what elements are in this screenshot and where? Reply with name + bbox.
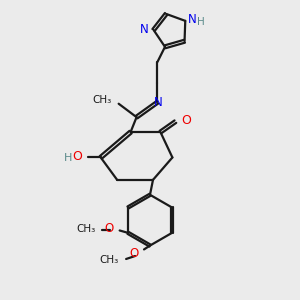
Text: H: H [196,17,204,27]
Text: O: O [72,150,82,163]
Text: N: N [154,96,163,109]
Text: N: N [188,13,197,26]
Text: CH₃: CH₃ [93,95,112,105]
Text: O: O [129,247,139,260]
Text: O: O [104,222,114,235]
Text: N: N [140,23,149,36]
Text: O: O [181,114,190,127]
Text: CH₃: CH₃ [99,255,119,265]
Text: H: H [63,153,72,163]
Text: CH₃: CH₃ [76,224,96,234]
